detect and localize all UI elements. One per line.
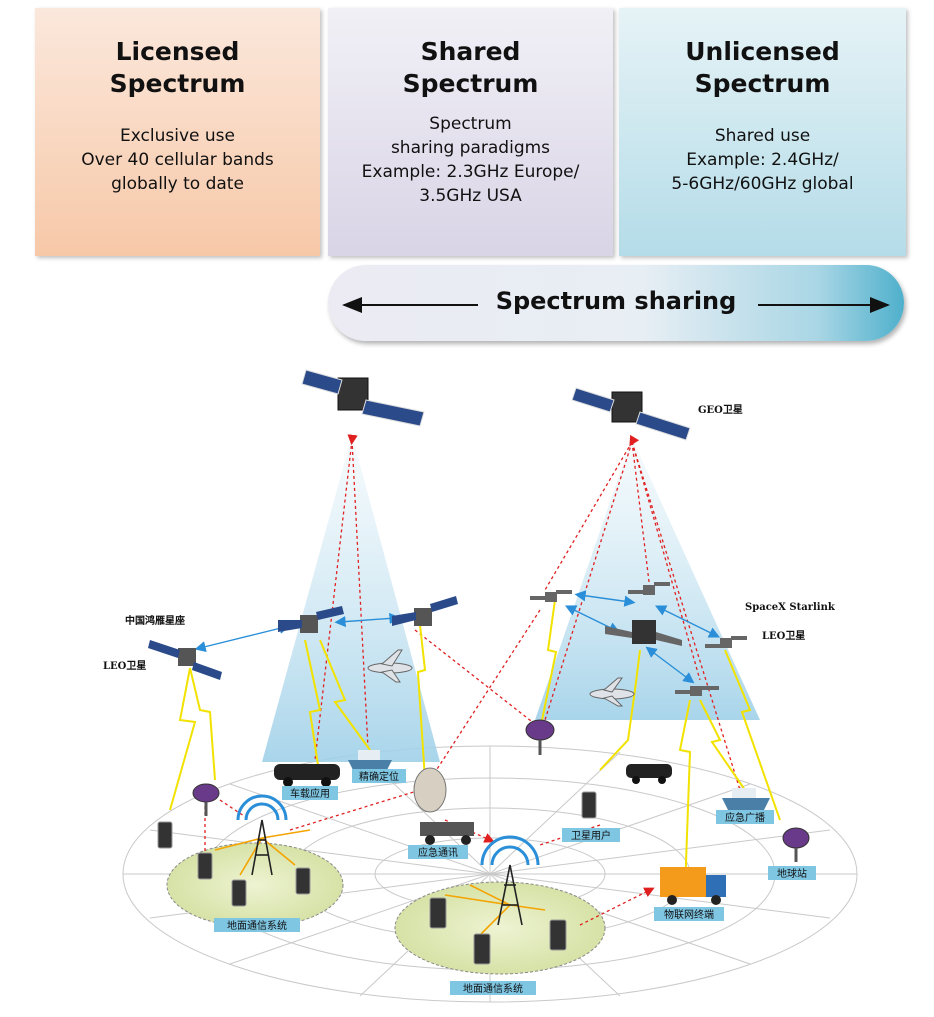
geo-satellite-beam [535,438,760,720]
spectrum-sharing-banner: Spectrum sharing [328,265,904,341]
ground-zone-center [394,881,606,975]
tag-satellite-user: 卫星用户 [562,828,620,842]
satellite-dish-center-icon [525,719,555,755]
hongyan-satellite-2-icon [392,596,458,626]
blue-links [194,590,721,684]
tag-emergency-comm: 应急通讯 [408,845,468,859]
unlicensed-spectrum-body: Shared use Example: 2.4GHz/ 5-6GHz/60GHz… [671,126,854,194]
starlink-satellite-icons [530,582,747,696]
cell-tower-center-icon [480,835,540,926]
emergency-vehicle-icon [413,767,474,845]
unlicensed-spectrum-title: Unlicensed Spectrum [685,37,840,98]
unlicensed-spectrum-box: Unlicensed Spectrum Shared use Example: … [619,8,906,256]
iot-truck-icon [660,867,726,905]
tag-vehicle-app: 车载应用 [282,786,338,800]
svg-text:应急广播: 应急广播 [725,811,765,824]
tag-iot-terminal: 物联网终端 [654,907,724,921]
satellite-dish-left-icon [192,783,220,816]
svg-text:车载应用: 车载应用 [290,787,330,800]
airplane-right-icon [589,677,635,707]
satellite-terrestrial-network-diagram: GEO卫星 SpaceX Starlink LEO卫星 中国鸿雁星座 LEO卫星… [103,369,858,1003]
lightning-links [169,599,781,891]
spectrum-sharing-arrows [342,297,890,313]
tag-precise-positioning: 精确定位 [352,769,406,783]
earth-station-dish-icon [782,827,810,862]
airplane-left-icon [367,649,413,683]
shared-spectrum-box: Shared Spectrum Spectrum sharing paradig… [328,8,613,256]
cell-tower-left-icon [236,794,288,876]
spectrum-sharing-label: Spectrum sharing [495,287,737,315]
spacex-starlink-label: SpaceX Starlink [745,602,836,613]
hongyan-satellite-1-icon [278,606,344,633]
car-right-icon [626,764,672,784]
ship-right-icon [722,788,770,810]
licensed-spectrum-box: Licensed Spectrum Exclusive use Over 40 … [35,8,320,256]
svg-text:地面通信系统: 地面通信系统 [463,982,523,995]
svg-text:精确定位: 精确定位 [359,770,399,783]
phones [157,791,597,965]
hongyan-constellation-label: 中国鸿雁星座 [125,614,185,627]
geo-satellite-label: GEO卫星 [698,404,743,416]
shared-spectrum-title: Shared Spectrum [402,37,539,98]
leo-satellite-right-label: LEO卫星 [762,630,805,642]
svg-text:应急通讯: 应急通讯 [418,846,458,859]
left-satellite-beam [262,435,440,762]
svg-text:卫星用户: 卫星用户 [571,829,611,842]
car-icon [274,764,340,787]
tag-ground-system-left: 地面通信系统 [214,918,300,932]
tag-ground-system-center: 地面通信系统 [450,981,536,995]
licensed-spectrum-title: Licensed Spectrum [109,37,246,98]
left-large-satellite-icon [301,369,425,427]
svg-text:地球站: 地球站 [777,867,807,880]
tag-emergency-broadcast: 应急广播 [716,810,774,824]
leo-satellite-left-icon [148,640,222,680]
svg-text:物联网终端: 物联网终端 [664,908,714,921]
leo-satellite-left-label: LEO卫星 [103,660,146,672]
svg-text:地面通信系统: 地面通信系统 [227,919,287,932]
shared-spectrum-body: Spectrum sharing paradigms Example: 2.3G… [361,114,580,206]
tag-earth-station: 地球站 [768,866,816,880]
licensed-spectrum-body: Exclusive use Over 40 cellular bands glo… [81,126,274,194]
geo-satellite-icon [571,387,691,441]
